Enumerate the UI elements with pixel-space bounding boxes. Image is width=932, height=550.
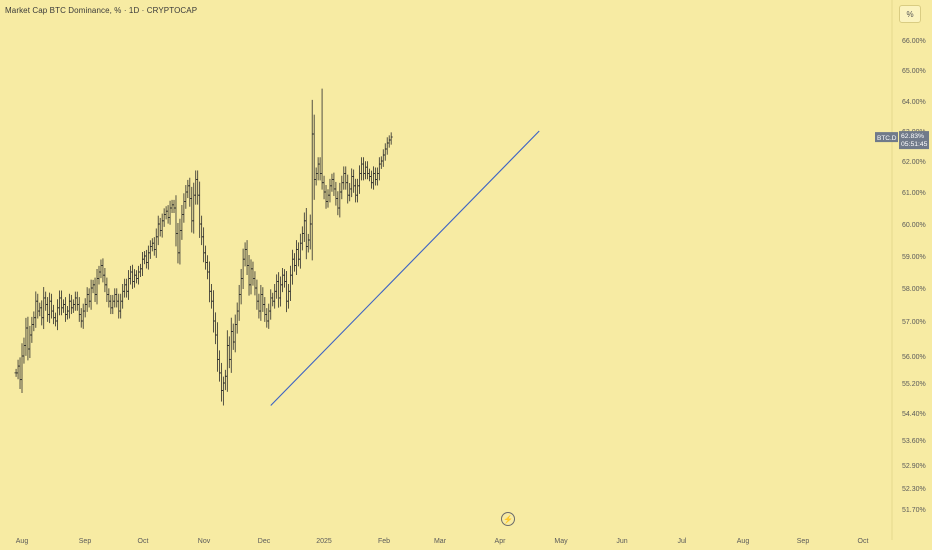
- y-tick-label: 65.00%: [902, 68, 926, 75]
- y-tick-label: 62.00%: [902, 159, 926, 166]
- y-tick-label: 60.00%: [902, 222, 926, 229]
- y-tick-label: 56.00%: [902, 354, 926, 361]
- x-tick-label: Mar: [434, 538, 447, 545]
- y-tick-label: 58.00%: [902, 286, 926, 293]
- x-tick-label: 2025: [316, 538, 332, 545]
- x-tick-label: Jul: [678, 538, 687, 545]
- x-tick-label: Jun: [616, 538, 627, 545]
- lightning-icon[interactable]: ⚡: [501, 512, 515, 526]
- y-tick-label: 52.30%: [902, 486, 926, 493]
- chart-title: Market Cap BTC Dominance, % · 1D · CRYPT…: [5, 6, 198, 15]
- x-tick-label: Oct: [138, 538, 149, 545]
- y-tick-label: 54.40%: [902, 411, 926, 418]
- y-tick-label: 53.60%: [902, 438, 926, 445]
- x-tick-label: Dec: [258, 538, 271, 545]
- x-tick-label: Nov: [198, 538, 211, 545]
- trendline[interactable]: [270, 130, 540, 406]
- y-tick-label: 55.20%: [902, 381, 926, 388]
- y-tick-label: 51.70%: [902, 507, 926, 514]
- candles: [14, 88, 393, 406]
- y-tick-label: 61.00%: [902, 190, 926, 197]
- ticker-symbol: BTC.D: [877, 135, 897, 142]
- last-price-badge: [899, 131, 929, 150]
- x-tick-label: Aug: [737, 538, 750, 545]
- x-tick-label: May: [554, 538, 568, 545]
- x-tick-label: Feb: [378, 538, 390, 545]
- x-tick-label: Oct: [858, 538, 869, 545]
- x-tick-label: Sep: [79, 538, 92, 545]
- y-tick-label: 66.00%: [902, 38, 926, 45]
- y-tick-label: 52.90%: [902, 463, 926, 470]
- last-price-label: 62.83%: [901, 133, 924, 140]
- x-tick-label: Aug: [16, 538, 29, 545]
- y-tick-label: 59.00%: [902, 254, 926, 261]
- bar-countdown-label: 05:51:45: [901, 141, 928, 148]
- ticker-symbol-badge: [875, 132, 898, 143]
- y-tick-label: 64.00%: [902, 99, 926, 106]
- y-tick-label: 57.00%: [902, 319, 926, 326]
- price-scale-button[interactable]: %: [899, 5, 921, 23]
- x-tick-label: Apr: [495, 538, 507, 545]
- x-tick-label: Sep: [797, 538, 810, 545]
